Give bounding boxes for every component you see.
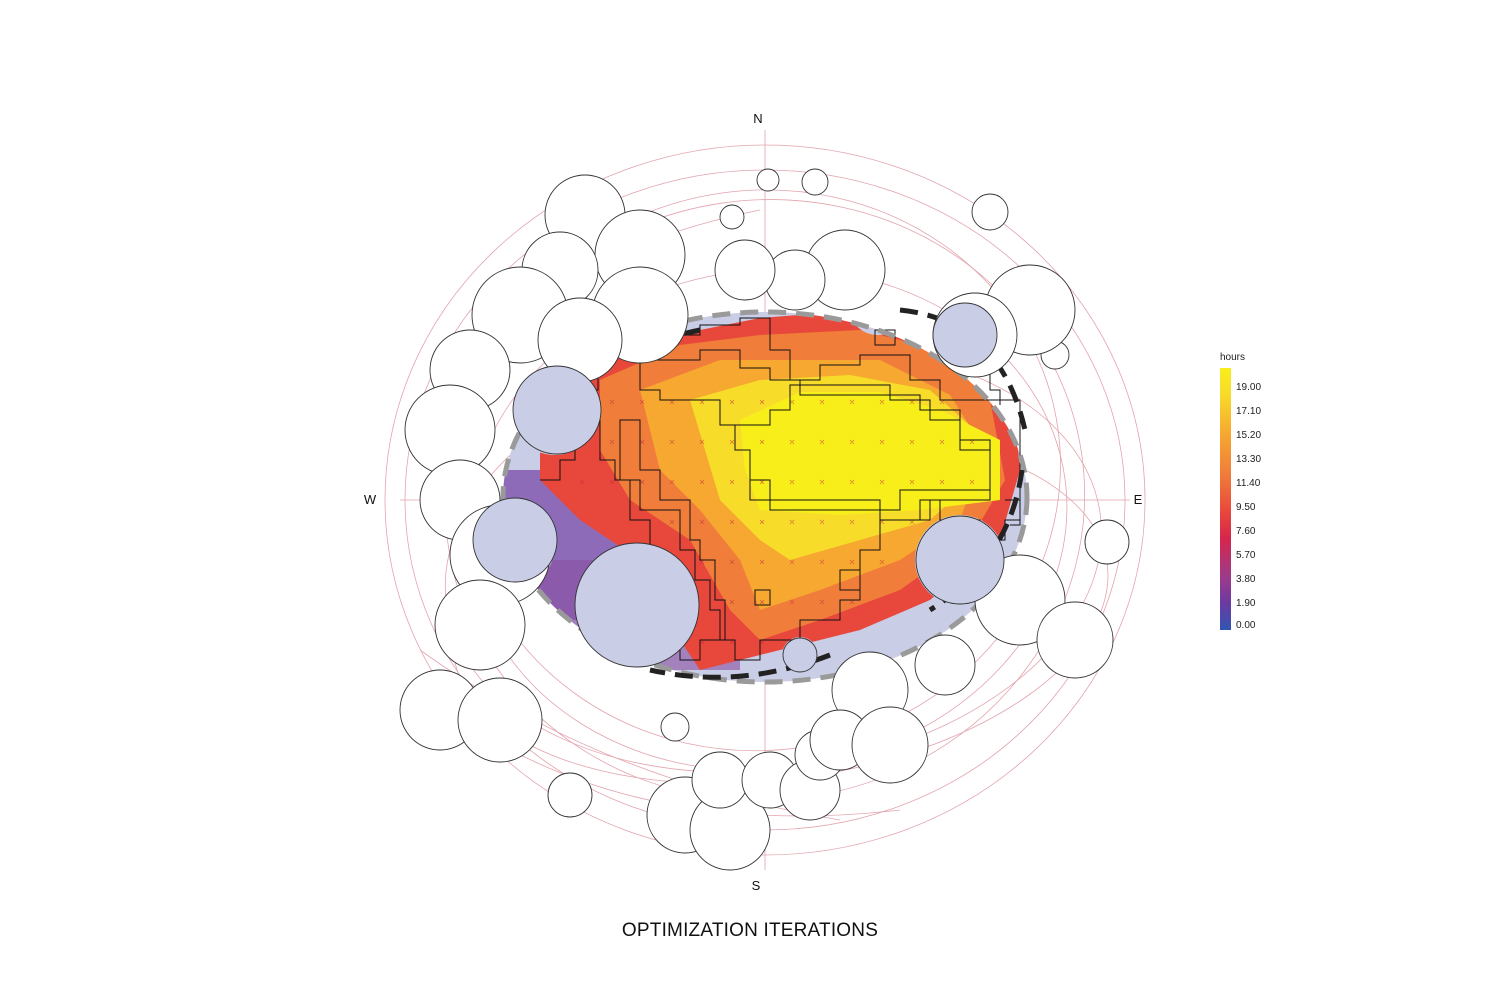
sample-marks <box>579 399 975 645</box>
legend-color-bar <box>1220 368 1231 630</box>
compass-north: N <box>753 111 762 126</box>
legend-title: hours <box>1220 352 1246 363</box>
diagram-title: OPTIMIZATION ITERATIONS <box>621 920 879 941</box>
legend-tick: 5.70 <box>1236 550 1256 561</box>
legend-tick: 17.10 <box>1236 406 1262 417</box>
legend-tick: 3.80 <box>1236 574 1256 585</box>
tree-canopies <box>399 168 1130 871</box>
legend-tick: 15.20 <box>1236 430 1262 441</box>
legend-tick: 1.90 <box>1236 598 1256 609</box>
hours-legend: hours 19.00 17.10 15.20 13.30 11.40 9.50… <box>1214 352 1274 642</box>
legend-tick: 7.60 <box>1236 526 1256 537</box>
legend-tick: 13.30 <box>1236 454 1262 465</box>
legend-tick: 0.00 <box>1236 620 1256 631</box>
site-boundary <box>500 309 1030 685</box>
legend-tick: 19.00 <box>1236 382 1262 393</box>
tree-canopies-shaded <box>472 302 1005 673</box>
legend-tick: 11.40 <box>1236 478 1261 489</box>
compass-east: E <box>1134 492 1143 507</box>
compass-south: S <box>752 878 761 893</box>
compass-west: W <box>364 492 377 507</box>
legend-tick: 9.50 <box>1236 502 1256 513</box>
